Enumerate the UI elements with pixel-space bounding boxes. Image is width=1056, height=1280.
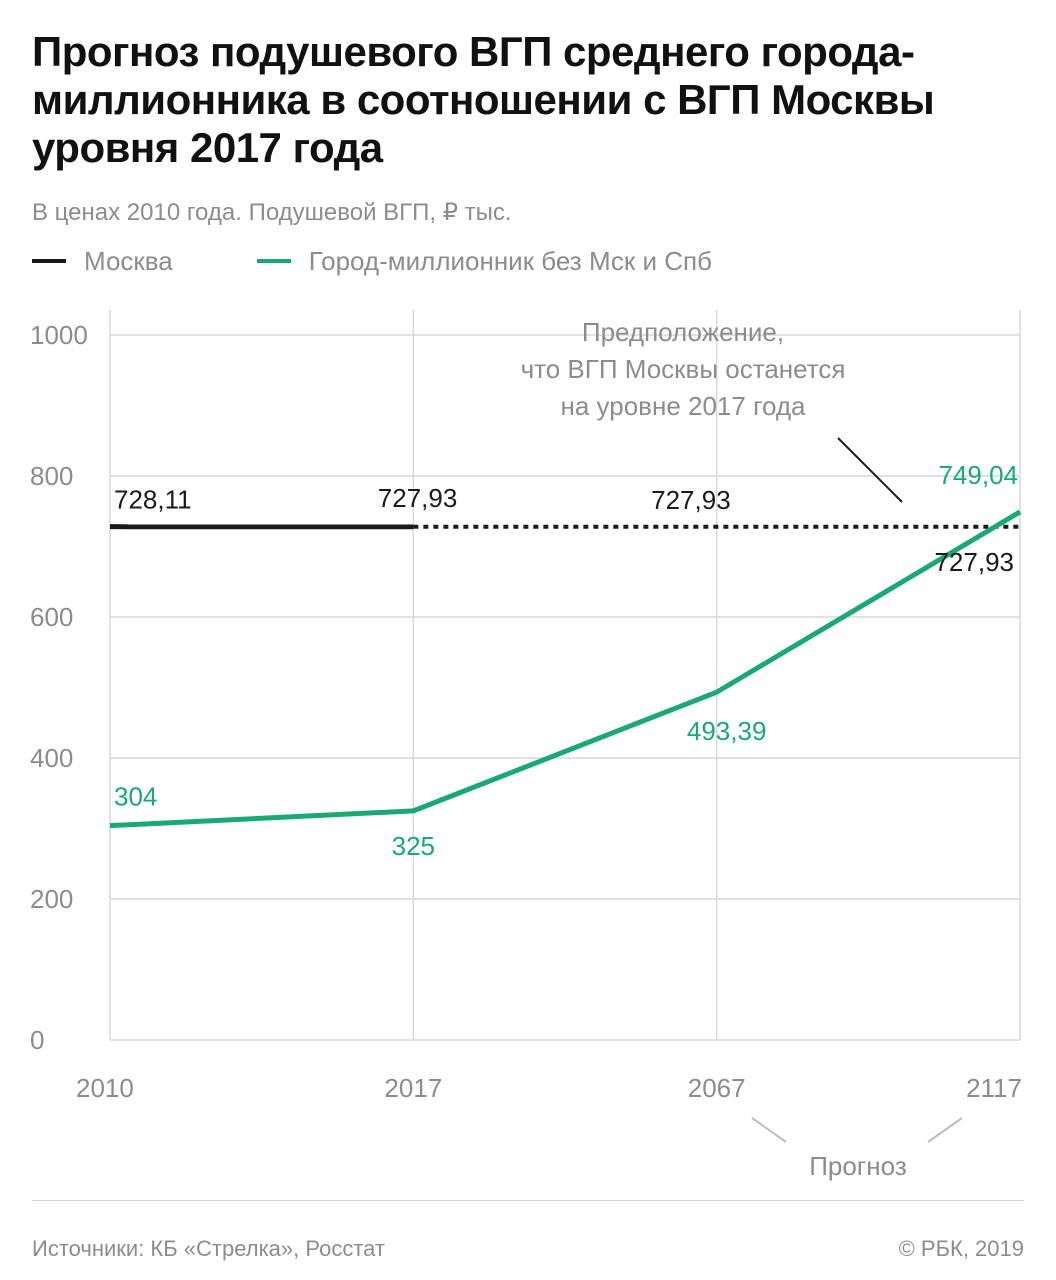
assumption-note-line: Предположение, (582, 317, 784, 347)
footer-divider (32, 1200, 1024, 1201)
legend-label-moscow: Москва (84, 245, 173, 276)
assumption-pointer (837, 437, 903, 503)
y-tick-label: 400 (30, 743, 73, 773)
chart-subtitle: В ценах 2010 года. Подушевой ВГП, ₽ тыс. (32, 199, 512, 226)
moscow-data-label: 727,93 (934, 547, 1014, 577)
legend-label-city: Город-миллионник без Мск и Спб (308, 245, 712, 276)
city-data-label: 325 (392, 831, 435, 861)
y-tick-label: 0 (30, 1025, 44, 1055)
y-tick-label: 600 (30, 602, 73, 632)
y-tick-label: 1000 (30, 320, 88, 350)
assumption-note-line: что ВГП Москвы останется (521, 354, 846, 384)
legend-item-moscow: Москва (32, 246, 173, 277)
assumption-note-line: на уровне 2017 года (560, 391, 806, 421)
forecast-label: Прогноз (809, 1151, 907, 1181)
city-data-label: 493,39 (687, 716, 767, 746)
city-data-label: 304 (114, 782, 157, 812)
chart-title: Прогноз подушевого ВГП среднего города-м… (32, 28, 935, 171)
source-note: Источники: КБ «Стрелка», Росстат (32, 1236, 385, 1261)
legend-swatch-moscow (32, 259, 66, 263)
moscow-data-label: 727,93 (651, 485, 731, 515)
moscow-data-label: 727,93 (378, 483, 458, 513)
legend-item-city: Город-миллионник без Мск и Спб (256, 245, 712, 277)
y-tick-label: 200 (30, 884, 73, 914)
city-series-line (109, 509, 1022, 829)
x-tick-label: 2017 (384, 1073, 442, 1103)
forecast-bracket-right (927, 1117, 963, 1143)
line-chart: 0 200 400 600 800 1000 2010 2017 2067 2117 728,11 7… (30, 310, 1022, 1181)
forecast-bracket-left (751, 1117, 787, 1143)
city-data-label: 749,04 (938, 460, 1018, 490)
chart-legend: Москва Город-миллионник без Мск и Спб (32, 246, 712, 276)
y-tick-label: 800 (30, 461, 73, 491)
x-tick-label: 2067 (688, 1073, 746, 1103)
copyright: © РБК, 2019 (898, 1236, 1024, 1261)
moscow-data-label: 728,11 (114, 485, 192, 515)
legend-swatch-city (256, 259, 291, 263)
x-tick-label: 2010 (76, 1073, 134, 1103)
x-tick-label: 2117 (966, 1073, 1022, 1103)
